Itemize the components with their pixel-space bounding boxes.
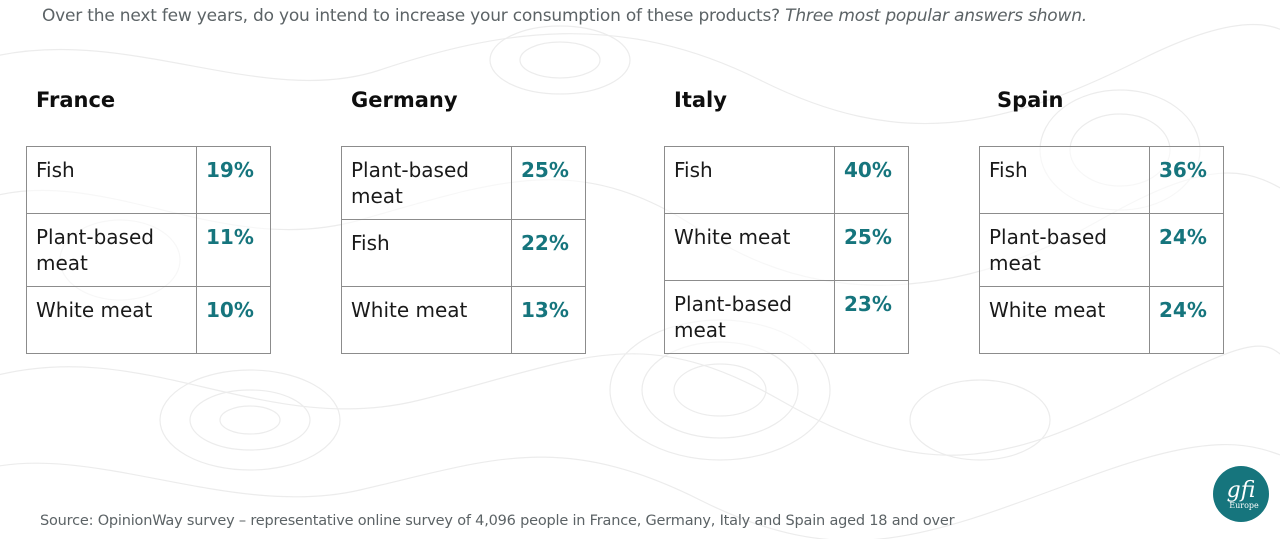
country-title-france: France [36,88,116,112]
percentage-value: 24% [1149,213,1224,287]
percentage-value: 23% [834,280,909,354]
percentage-value: 36% [1149,146,1224,214]
country-title-italy: Italy [674,88,727,112]
product-label: Plant-based meat [26,213,197,287]
country-title-germany: Germany [351,88,458,112]
percentage-value: 25% [834,213,909,281]
percentage-value: 24% [1149,286,1224,354]
product-label: Plant-based meat [664,280,835,354]
table-row: Plant-based meat 23% [664,280,909,354]
percentage-value: 22% [511,219,586,287]
product-label: White meat [26,286,197,354]
table-row: Fish 40% [664,146,909,214]
percentage-value: 25% [511,146,586,220]
logo-subtext: Europe [1229,501,1259,510]
product-label: Fish [341,219,512,287]
percentage-value: 13% [511,286,586,354]
product-label: White meat [341,286,512,354]
country-table-italy: Fish 40% White meat 25% Plant-based meat… [664,146,909,354]
country-title-spain: Spain [997,88,1064,112]
product-label: Fish [26,146,197,214]
table-row: Fish 19% [26,146,271,214]
percentage-value: 10% [196,286,271,354]
product-label: White meat [664,213,835,281]
question-text: Over the next few years, do you intend t… [42,6,1087,26]
country-table-germany: Plant-based meat 25% Fish 22% White meat… [341,146,586,354]
product-label: White meat [979,286,1150,354]
question: Over the next few years, do you intend t… [42,6,780,26]
table-row: Fish 36% [979,146,1224,214]
table-row: White meat 25% [664,213,909,281]
table-row: Plant-based meat 24% [979,213,1224,287]
table-row: White meat 10% [26,286,271,354]
source-note: Source: OpinionWay survey – representati… [40,513,955,529]
percentage-value: 11% [196,213,271,287]
country-table-france: Fish 19% Plant-based meat 11% White meat… [26,146,271,354]
logo-text: gfi [1227,478,1256,503]
country-table-spain: Fish 36% Plant-based meat 24% White meat… [979,146,1224,354]
table-row: White meat 24% [979,286,1224,354]
product-label: Fish [664,146,835,214]
product-label: Plant-based meat [979,213,1150,287]
table-row: Plant-based meat 25% [341,146,586,220]
gfi-europe-logo: gfi Europe [1213,466,1269,522]
question-note: Three most popular answers shown. [785,6,1087,26]
product-label: Fish [979,146,1150,214]
percentage-value: 40% [834,146,909,214]
percentage-value: 19% [196,146,271,214]
table-row: White meat 13% [341,286,586,354]
table-row: Plant-based meat 11% [26,213,271,287]
table-row: Fish 22% [341,219,586,287]
product-label: Plant-based meat [341,146,512,220]
